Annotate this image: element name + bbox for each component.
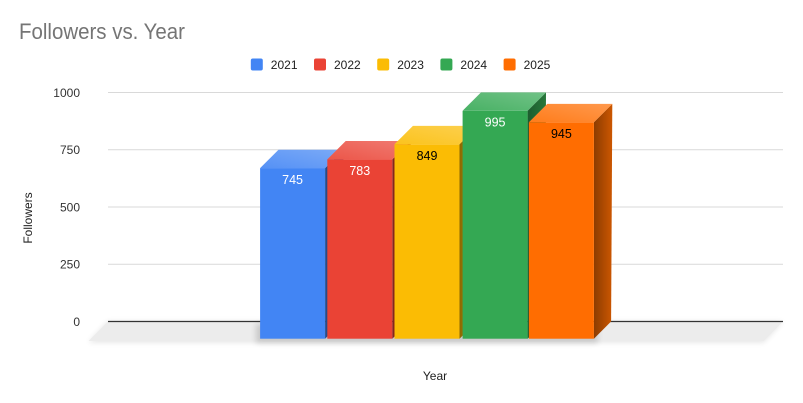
svg-text:2023: 2023 [397,58,424,72]
svg-text:750: 750 [60,143,80,157]
svg-text:2025: 2025 [524,58,551,72]
svg-text:783: 783 [349,164,370,178]
svg-text:250: 250 [60,258,80,272]
svg-text:945: 945 [551,127,572,141]
svg-text:745: 745 [282,173,303,187]
svg-text:849: 849 [417,149,438,163]
svg-text:Year: Year [423,369,447,383]
svg-text:2021: 2021 [271,58,298,72]
svg-text:2024: 2024 [460,58,487,72]
svg-text:500: 500 [60,200,80,214]
svg-text:Followers: Followers [21,192,35,243]
svg-text:Followers vs. Year: Followers vs. Year [19,19,185,44]
svg-text:2022: 2022 [334,58,361,72]
svg-text:0: 0 [73,315,80,329]
svg-text:995: 995 [485,116,506,130]
svg-text:1000: 1000 [53,86,80,100]
